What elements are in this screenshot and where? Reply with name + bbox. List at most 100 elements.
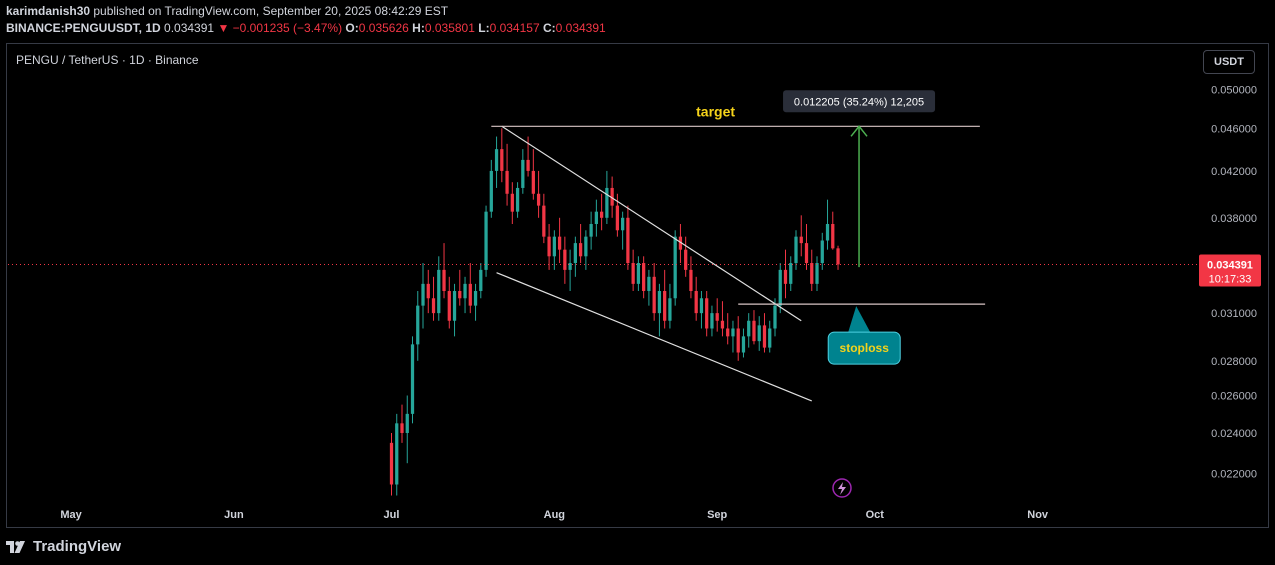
y-tick-label: 0.024000 xyxy=(1211,428,1257,440)
currency-button[interactable]: USDT xyxy=(1203,50,1255,74)
candle xyxy=(705,291,709,337)
candle-body xyxy=(526,159,530,171)
stoploss-callout xyxy=(827,331,901,365)
publish-text: published on TradingView.com, September … xyxy=(90,4,449,18)
last-price-value: 0.034391 xyxy=(1207,260,1253,272)
candle-body xyxy=(705,298,709,329)
candle-body xyxy=(699,298,704,314)
candle-body xyxy=(783,269,788,284)
candle-body xyxy=(657,291,662,314)
candle-body xyxy=(505,170,509,194)
candle-body xyxy=(489,170,493,212)
low-label: L: xyxy=(478,21,490,35)
candle-body xyxy=(552,236,556,257)
open-value: 0.035626 xyxy=(358,21,409,35)
candle-body xyxy=(515,187,520,212)
candle xyxy=(552,230,556,270)
candle-body xyxy=(416,305,420,345)
candle-body xyxy=(468,283,472,306)
candle-body xyxy=(557,236,562,250)
candle-body xyxy=(473,291,478,306)
candle xyxy=(647,269,651,306)
candle xyxy=(794,230,798,270)
candle-body xyxy=(494,149,499,171)
candle xyxy=(536,170,541,218)
candle xyxy=(505,143,509,206)
candle xyxy=(631,249,635,292)
candle xyxy=(442,243,446,299)
candle xyxy=(768,320,772,353)
candle xyxy=(416,291,420,361)
candle-body xyxy=(678,236,683,250)
candle xyxy=(463,276,467,314)
candle-body xyxy=(421,283,425,306)
candle-body xyxy=(694,291,698,314)
candle xyxy=(610,176,614,218)
candle-body xyxy=(747,320,751,337)
candle-body xyxy=(773,305,777,329)
candle xyxy=(736,316,740,361)
high-label: H: xyxy=(412,21,425,35)
candle xyxy=(783,249,788,299)
candle-body xyxy=(615,205,620,231)
candle-body xyxy=(426,283,430,299)
candle xyxy=(642,256,646,299)
candle xyxy=(584,230,588,270)
candle-body xyxy=(689,269,693,292)
bar-countdown: 10:17:33 xyxy=(1209,274,1252,286)
candle-body xyxy=(636,263,641,284)
candle xyxy=(500,128,504,183)
author-name[interactable]: karimdanish30 xyxy=(6,4,91,18)
candle xyxy=(599,193,604,231)
candle-body xyxy=(479,269,483,292)
candle xyxy=(489,159,493,218)
candle-body xyxy=(484,211,488,270)
candle-body xyxy=(584,236,588,257)
candle xyxy=(573,236,577,277)
candle xyxy=(757,316,761,351)
stoploss-label: stoploss xyxy=(840,341,890,355)
price-change: ▼ −0.001235 (−3.47%) xyxy=(217,21,343,35)
x-tick-label: Nov xyxy=(1027,509,1049,521)
lightning-icon[interactable] xyxy=(832,478,852,498)
candle-body xyxy=(642,263,646,292)
candle-body xyxy=(626,217,630,264)
candle-body xyxy=(500,149,504,171)
candle-body xyxy=(536,193,541,206)
candle xyxy=(621,211,625,250)
candle xyxy=(557,217,562,264)
candle-body xyxy=(452,291,457,321)
candle-body xyxy=(458,291,462,299)
candle-body xyxy=(684,249,688,270)
candle xyxy=(447,276,451,329)
candle-body xyxy=(778,269,782,306)
candle xyxy=(831,211,835,250)
candle xyxy=(820,232,824,270)
candle xyxy=(389,432,394,496)
tradingview-logo[interactable]: TradingView xyxy=(6,538,121,555)
candle-body xyxy=(825,223,830,241)
candle-body xyxy=(395,423,399,485)
x-tick-label: May xyxy=(60,509,82,521)
candle-body xyxy=(437,269,441,314)
candle xyxy=(715,298,719,332)
candle xyxy=(726,313,730,345)
y-tick-label: 0.038000 xyxy=(1211,213,1257,225)
candle-body xyxy=(789,263,793,284)
candle xyxy=(494,136,499,188)
publish-info: karimdanish30 published on TradingView.c… xyxy=(6,4,448,18)
candle-body xyxy=(752,320,756,342)
candle-body xyxy=(599,211,604,218)
candle xyxy=(731,320,735,353)
chart-panel[interactable] xyxy=(6,43,1269,528)
candle xyxy=(825,199,830,250)
candle xyxy=(395,413,399,496)
candle xyxy=(426,269,430,314)
candle xyxy=(657,283,662,337)
y-tick-label: 0.022000 xyxy=(1211,469,1257,481)
candle-body xyxy=(442,269,446,292)
candle xyxy=(437,256,441,321)
projection-label-box xyxy=(783,90,936,113)
low-value: 0.034157 xyxy=(489,21,540,35)
